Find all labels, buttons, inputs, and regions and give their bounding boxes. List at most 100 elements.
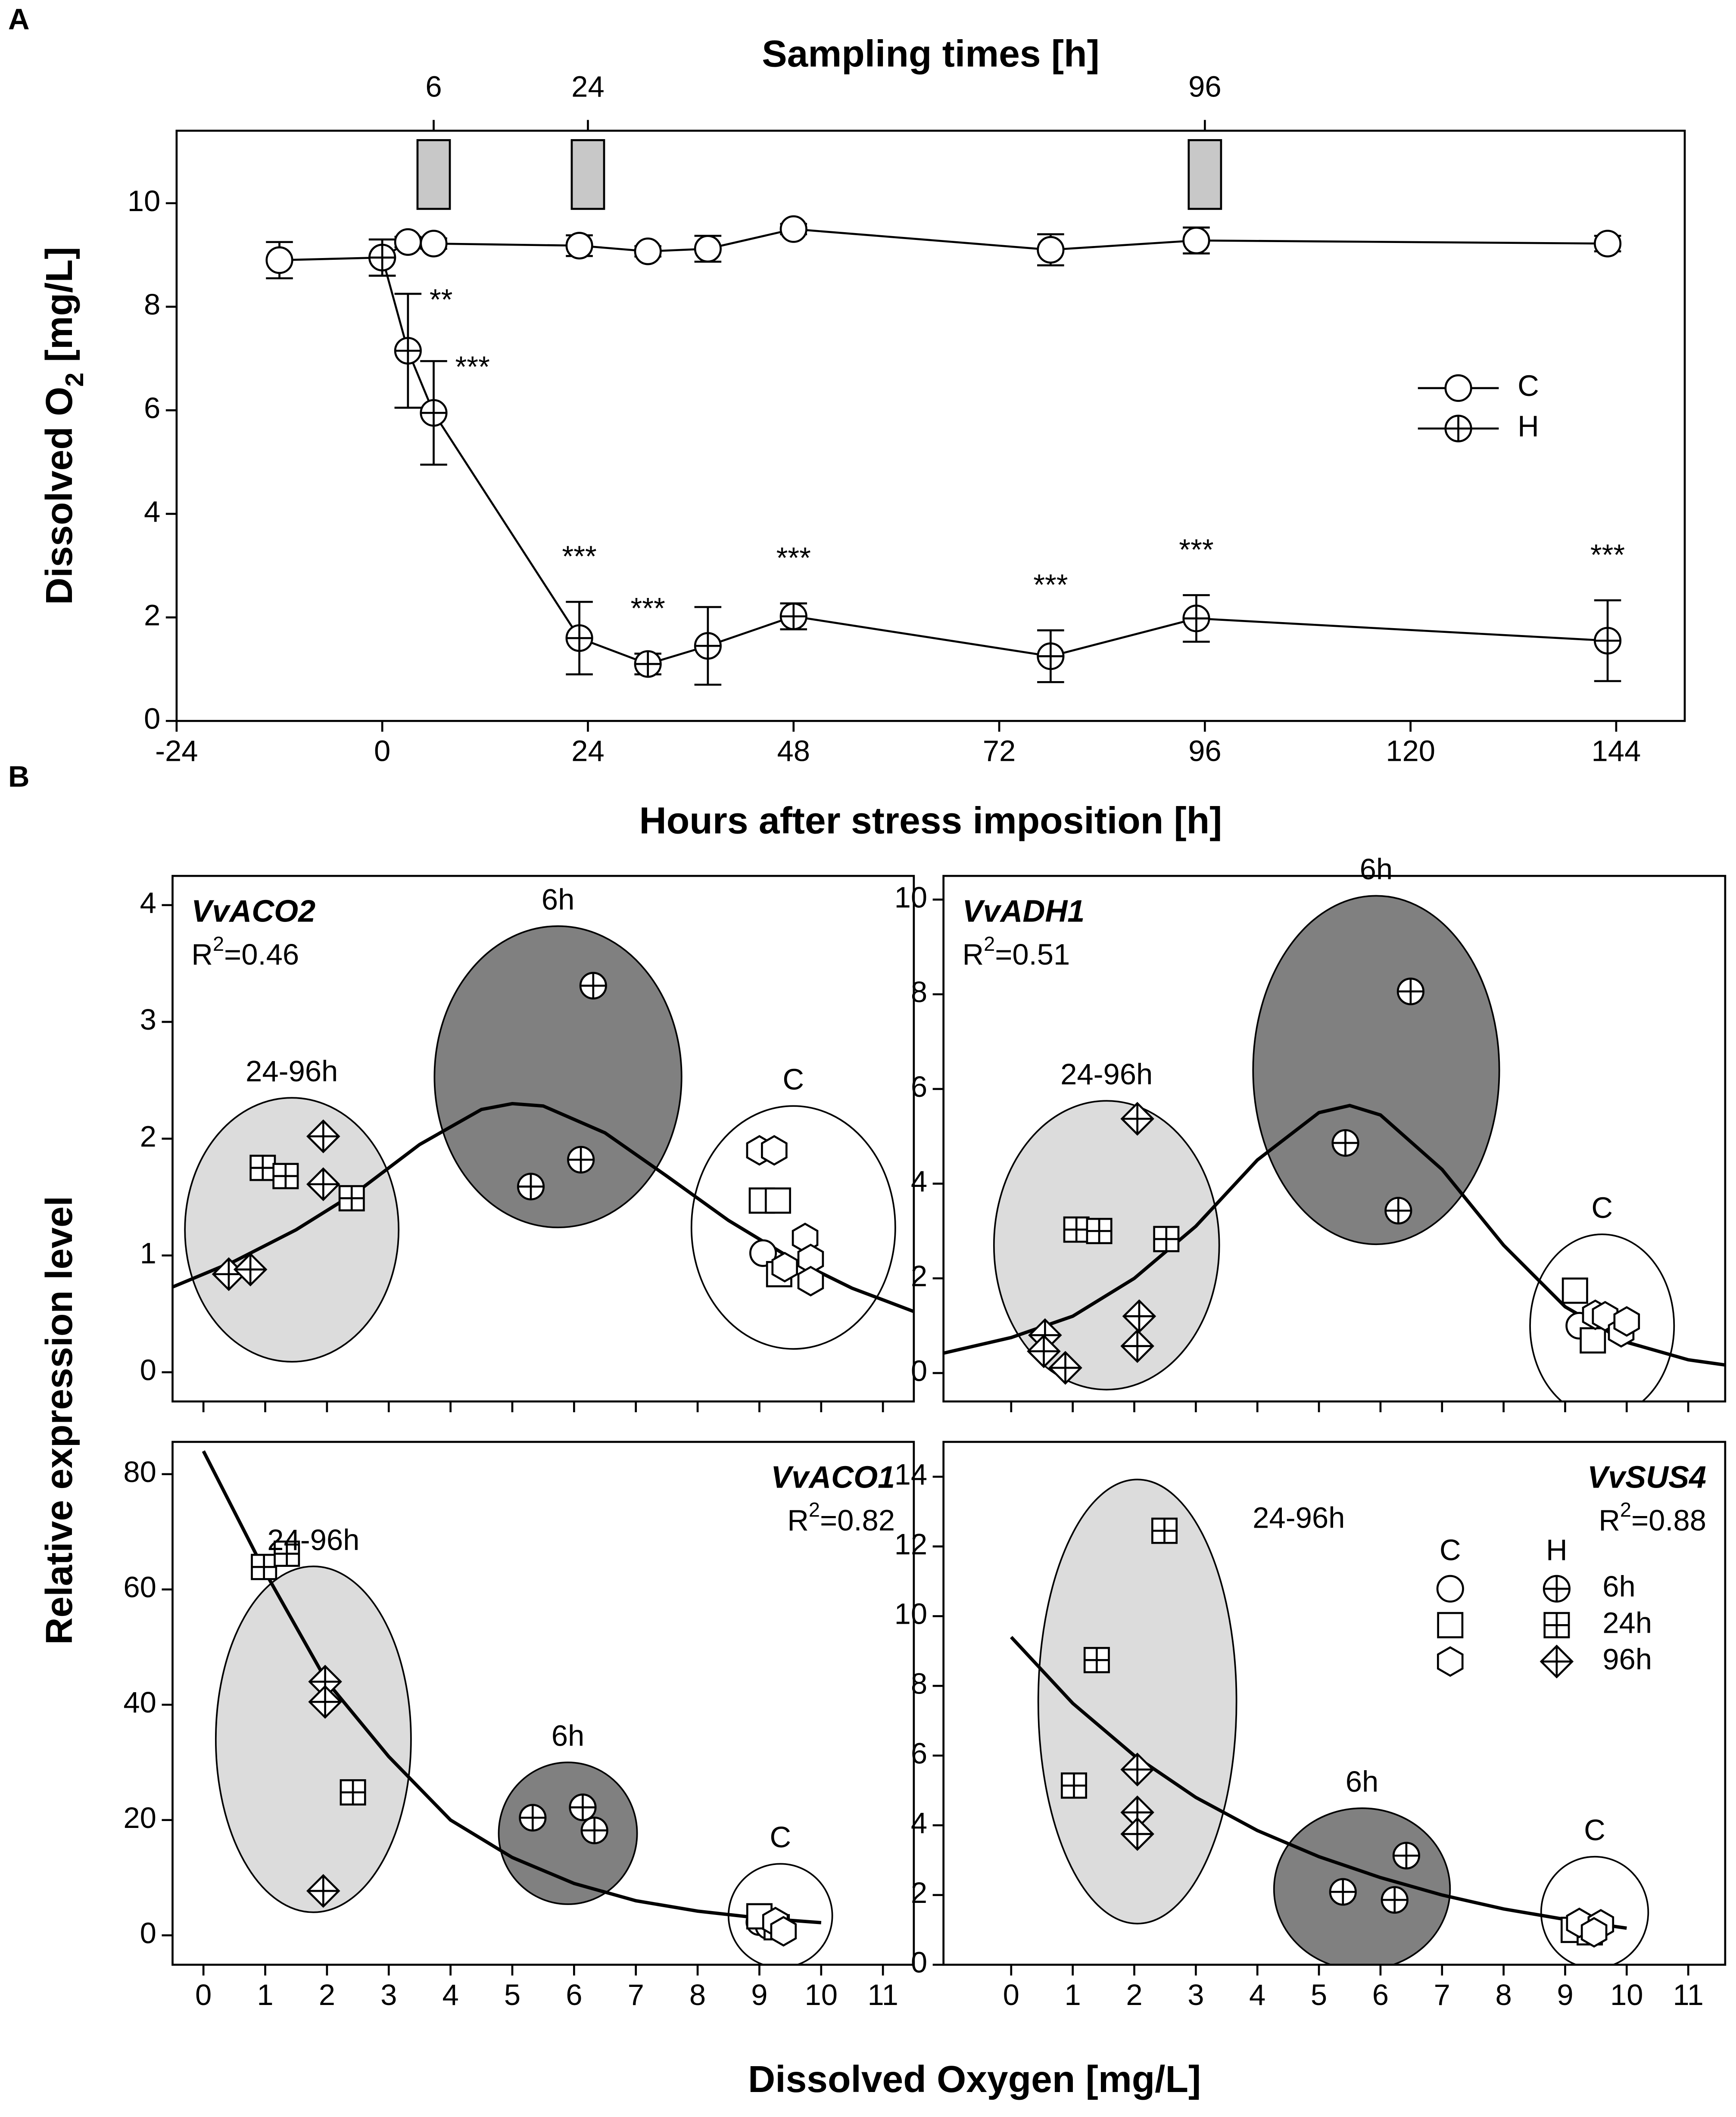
y-tick-label: 0 bbox=[140, 1353, 156, 1386]
plot-frame bbox=[175, 130, 1686, 722]
marker bbox=[1061, 1772, 1088, 1799]
marker bbox=[1329, 1878, 1357, 1906]
marker bbox=[1396, 978, 1424, 1006]
y-axis-title: Relative expression level bbox=[38, 1196, 80, 1645]
top-tick-label: 96 bbox=[1188, 70, 1222, 103]
marker-shape bbox=[565, 232, 593, 260]
x-tick-label: 6 bbox=[1372, 1978, 1389, 2011]
marker-shape bbox=[1436, 1575, 1464, 1603]
y-tick-label: 20 bbox=[123, 1801, 156, 1834]
marker bbox=[797, 1266, 824, 1297]
marker-shape bbox=[1580, 1327, 1606, 1354]
y-tick-label: 0 bbox=[911, 1946, 927, 1979]
group-ellipse bbox=[184, 1097, 400, 1363]
y-tick-label: 4 bbox=[911, 1806, 927, 1840]
marker-shape bbox=[1613, 1306, 1640, 1337]
marker-shape bbox=[779, 215, 807, 243]
ellipse-label: C bbox=[1591, 1191, 1613, 1224]
x-tick-label: 2 bbox=[1126, 1978, 1142, 2011]
x-tick-label: 3 bbox=[380, 1978, 397, 2011]
r2-part: 2 bbox=[809, 1499, 820, 1521]
marker-shape bbox=[761, 1135, 788, 1166]
marker bbox=[1122, 1299, 1156, 1333]
marker bbox=[368, 243, 396, 271]
r2-part: =0.51 bbox=[995, 938, 1070, 971]
plot-frame bbox=[942, 1441, 1727, 1966]
marker-shape bbox=[1182, 227, 1210, 255]
plot-frame bbox=[942, 875, 1727, 1403]
x-tick-label: 0 bbox=[1003, 1978, 1019, 2011]
plot-frame bbox=[171, 1441, 915, 1966]
marker bbox=[1120, 1329, 1154, 1363]
marker bbox=[634, 650, 662, 678]
marker bbox=[265, 246, 293, 274]
y-axis-title-part: 2 bbox=[60, 373, 89, 387]
marker bbox=[1037, 236, 1065, 264]
marker bbox=[1120, 1817, 1154, 1851]
top-tick-label: 6 bbox=[425, 70, 442, 103]
y-tick-label: 4 bbox=[144, 495, 160, 528]
y-tick-label: 8 bbox=[911, 975, 927, 1009]
marker-shape bbox=[1580, 1917, 1608, 1948]
legend-label: 24h bbox=[1602, 1606, 1652, 1639]
marker bbox=[1151, 1517, 1178, 1544]
sampling-bar bbox=[416, 139, 451, 210]
legend-marker bbox=[1543, 1612, 1570, 1638]
x-tick-label: 9 bbox=[751, 1978, 767, 2011]
x-tick-label: 144 bbox=[1592, 735, 1641, 768]
marker bbox=[565, 624, 593, 652]
gene-label: VvACO2 bbox=[191, 894, 315, 929]
marker-shape bbox=[694, 235, 722, 263]
marker bbox=[1331, 1129, 1359, 1157]
plot-area bbox=[1010, 1479, 1649, 1965]
y-tick-label: 0 bbox=[144, 702, 160, 735]
panel-label: B bbox=[8, 760, 30, 793]
y-tick-label: 60 bbox=[123, 1571, 156, 1604]
fit-curve bbox=[172, 1102, 914, 1313]
y-tick-label: 12 bbox=[894, 1528, 928, 1561]
marker bbox=[749, 1239, 777, 1267]
marker bbox=[1153, 1226, 1180, 1252]
marker bbox=[274, 1540, 300, 1567]
y-tick-label: 2 bbox=[140, 1120, 156, 1153]
top-tick-label: 24 bbox=[571, 70, 605, 103]
r2-label: R2=0.46 bbox=[191, 933, 299, 971]
x-tick-label: 3 bbox=[1187, 1978, 1204, 2011]
marker bbox=[1086, 1217, 1113, 1244]
y-tick-label: 2 bbox=[911, 1259, 927, 1292]
marker bbox=[634, 237, 662, 265]
fit-curve bbox=[202, 1450, 822, 1924]
x-tick-label: 8 bbox=[689, 1978, 706, 2011]
marker bbox=[694, 632, 722, 660]
marker bbox=[1392, 1842, 1420, 1870]
marker bbox=[1120, 1753, 1154, 1787]
y-tick-label: 4 bbox=[911, 1165, 927, 1198]
x-tick-label: 10 bbox=[805, 1978, 838, 2011]
marker bbox=[770, 1916, 797, 1947]
marker bbox=[1613, 1306, 1640, 1337]
marker-shape bbox=[1037, 236, 1065, 264]
group-ellipse bbox=[498, 1761, 638, 1905]
marker-shape bbox=[1437, 1646, 1464, 1677]
marker bbox=[519, 1804, 547, 1832]
marker bbox=[338, 1185, 365, 1211]
gene-label: VvSUS4 bbox=[1587, 1460, 1706, 1494]
plot-area bbox=[202, 1450, 833, 1965]
marker bbox=[1182, 604, 1210, 632]
marker-shape bbox=[265, 246, 293, 274]
marker-shape bbox=[634, 237, 662, 265]
x-tick-label: 7 bbox=[628, 1978, 644, 2011]
significance: *** bbox=[631, 592, 665, 625]
chart-title: Sampling times [h] bbox=[762, 33, 1099, 75]
y-tick-label: 8 bbox=[144, 288, 160, 321]
marker bbox=[1027, 1334, 1061, 1368]
y-tick-label: 2 bbox=[144, 598, 160, 632]
legend-header: C bbox=[1440, 1534, 1461, 1567]
significance: *** bbox=[1590, 539, 1625, 572]
r2-part: 2 bbox=[213, 933, 224, 955]
ellipse-label: C bbox=[1584, 1814, 1605, 1847]
y-axis-title-part: [mg/L] bbox=[38, 247, 80, 373]
marker-shape bbox=[420, 230, 448, 258]
marker bbox=[1120, 1102, 1154, 1136]
legend-marker bbox=[1543, 1575, 1571, 1603]
